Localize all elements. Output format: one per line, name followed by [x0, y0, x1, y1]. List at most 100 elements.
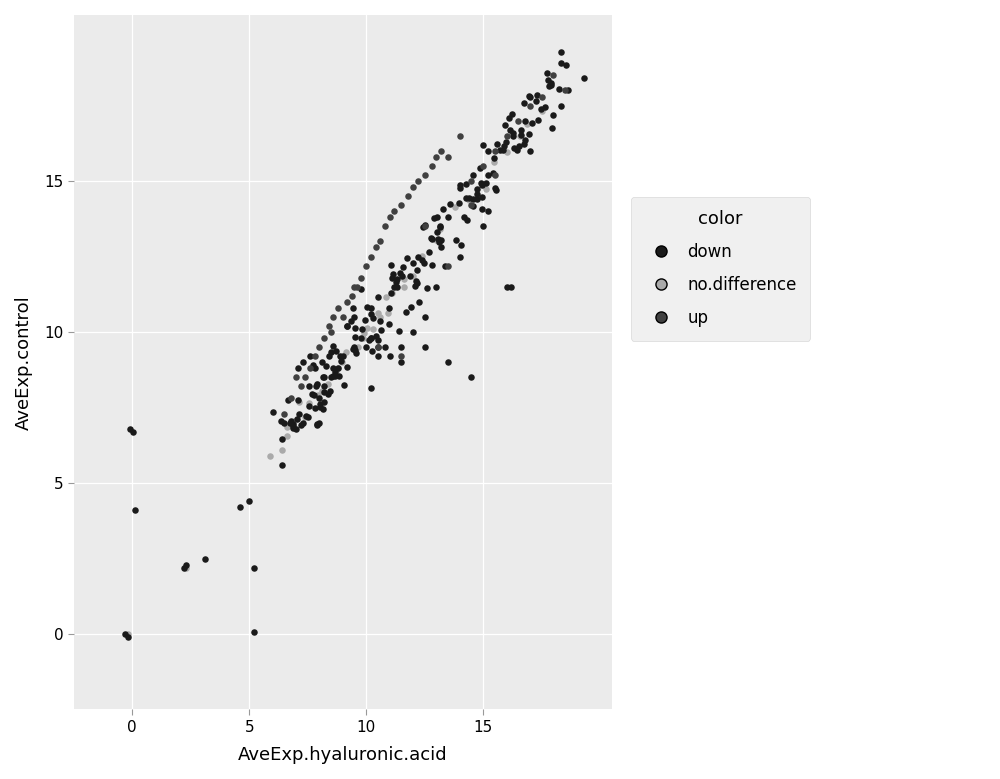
- no.difference: [428, 234, 444, 246]
- down: [553, 45, 569, 58]
- down: [241, 495, 257, 507]
- down: [383, 287, 399, 299]
- down: [475, 220, 491, 233]
- down: [544, 122, 560, 135]
- down: [246, 626, 262, 639]
- down: [232, 501, 248, 513]
- down: [295, 356, 311, 368]
- no.difference: [380, 306, 396, 319]
- up: [417, 169, 433, 182]
- down: [339, 361, 355, 373]
- down: [339, 319, 355, 332]
- down: [331, 370, 347, 382]
- down: [301, 400, 317, 412]
- down: [290, 362, 306, 375]
- down: [521, 90, 537, 102]
- down: [389, 280, 405, 293]
- down: [465, 169, 481, 182]
- down: [402, 270, 418, 282]
- down: [529, 89, 545, 101]
- up: [440, 150, 456, 163]
- no.difference: [478, 182, 494, 195]
- up: [363, 250, 379, 263]
- down: [347, 330, 363, 343]
- no.difference: [301, 397, 317, 409]
- down: [448, 234, 464, 246]
- down: [359, 301, 375, 314]
- down: [321, 350, 337, 362]
- up: [307, 350, 323, 362]
- down: [309, 378, 325, 390]
- down: [288, 422, 304, 435]
- down: [458, 192, 474, 204]
- down: [428, 280, 444, 293]
- down: [346, 341, 362, 354]
- down: [528, 94, 544, 107]
- up: [405, 181, 421, 193]
- down: [363, 382, 379, 394]
- up: [557, 84, 573, 97]
- no.difference: [279, 430, 295, 442]
- down: [308, 379, 324, 392]
- down: [437, 259, 453, 272]
- down: [440, 210, 456, 223]
- down: [452, 182, 468, 194]
- down: [314, 356, 330, 368]
- down: [283, 415, 299, 428]
- down: [533, 103, 549, 115]
- down: [488, 184, 504, 196]
- down: [486, 151, 502, 164]
- down: [309, 418, 325, 431]
- down: [382, 350, 398, 362]
- up: [545, 69, 561, 82]
- up: [487, 145, 503, 157]
- up: [339, 295, 355, 308]
- up: [487, 169, 503, 182]
- down: [489, 138, 505, 150]
- down: [302, 350, 318, 362]
- down: [429, 211, 445, 224]
- no.difference: [320, 378, 336, 390]
- up: [316, 332, 332, 344]
- down: [391, 324, 407, 337]
- down: [339, 319, 355, 332]
- down: [361, 333, 377, 346]
- down: [347, 344, 363, 356]
- down: [472, 161, 488, 174]
- down: [463, 371, 479, 383]
- down: [541, 80, 557, 93]
- down: [440, 356, 456, 368]
- down: [353, 283, 369, 295]
- down: [368, 330, 384, 343]
- down: [364, 345, 380, 358]
- up: [293, 380, 309, 393]
- down: [551, 83, 567, 95]
- down: [290, 394, 306, 407]
- down: [307, 401, 323, 414]
- up: [335, 311, 351, 323]
- no.difference: [286, 415, 302, 428]
- no.difference: [414, 249, 430, 262]
- no.difference: [370, 307, 386, 319]
- down: [307, 362, 323, 375]
- down: [480, 169, 496, 182]
- down: [385, 268, 401, 280]
- no.difference: [120, 628, 136, 640]
- up: [288, 371, 304, 383]
- down: [274, 432, 290, 445]
- down: [383, 259, 399, 271]
- up: [510, 115, 526, 127]
- no.difference: [405, 270, 421, 282]
- down: [417, 311, 433, 323]
- up: [276, 407, 292, 420]
- down: [576, 72, 592, 84]
- no.difference: [432, 223, 448, 235]
- down: [320, 388, 336, 400]
- down: [381, 317, 397, 330]
- down: [246, 562, 262, 574]
- down: [325, 369, 341, 382]
- down: [417, 219, 433, 231]
- no.difference: [350, 340, 366, 353]
- no.difference: [310, 389, 326, 401]
- down: [459, 213, 475, 226]
